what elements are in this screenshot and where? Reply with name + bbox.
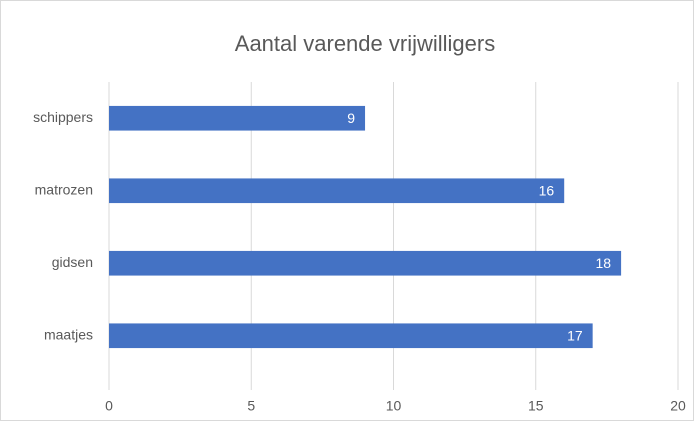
- x-tick-label: 0: [105, 398, 113, 414]
- y-tick-label: maatjes: [44, 326, 93, 342]
- bar: [109, 323, 593, 349]
- y-tick-label: gidsen: [52, 254, 93, 270]
- y-tick-label: schippers: [33, 109, 93, 125]
- x-tick-label: 20: [670, 398, 686, 414]
- bar: [109, 250, 622, 276]
- data-label: 18: [596, 255, 612, 271]
- data-label: 16: [539, 182, 555, 198]
- data-label: 9: [347, 110, 355, 126]
- x-tick-label: 15: [528, 398, 544, 414]
- bar: [109, 105, 366, 131]
- data-label: 17: [567, 327, 583, 343]
- y-tick-label: matrozen: [35, 181, 93, 197]
- chart-title: Aantal varende vrijwilligers: [235, 31, 495, 56]
- x-tick-label: 5: [247, 398, 255, 414]
- bar: [109, 178, 565, 204]
- x-tick-label: 10: [386, 398, 402, 414]
